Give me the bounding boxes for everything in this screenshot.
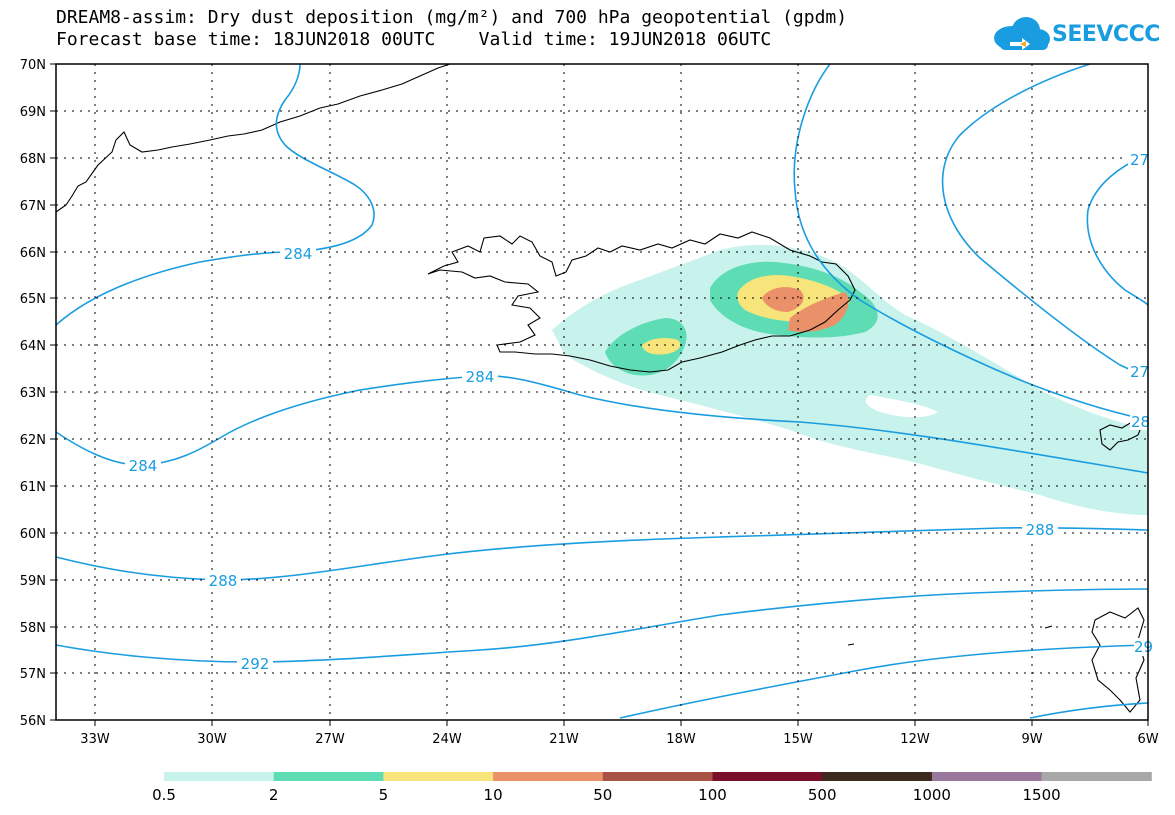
contour-label: 288	[1026, 521, 1055, 539]
lon-tick-label: 12W	[900, 732, 930, 747]
contour-label: 284	[129, 457, 158, 475]
dust-class-5-west	[642, 337, 681, 355]
contour-label: 29	[1134, 638, 1153, 656]
legend-labels: 0.5 2 5 10 50 100 500 1000 1500	[152, 786, 1061, 804]
graticule	[56, 64, 1148, 720]
latitude-labels: 70N 69N 68N 67N 66N 65N 64N 63N 62N 61N …	[20, 58, 46, 729]
longitude-labels: 33W 30W 27W 24W 21W 18W 15W 12W 9W 6W	[80, 732, 1158, 747]
lon-tick-label: 21W	[549, 732, 579, 747]
lat-tick-label: 61N	[20, 480, 46, 495]
lon-tick-label: 27W	[315, 732, 345, 747]
lat-tick-label: 68N	[20, 152, 46, 167]
legend-swatch	[383, 772, 494, 781]
lat-tick-label: 56N	[20, 714, 46, 729]
legend-swatch	[822, 772, 933, 781]
lon-tick-label: 33W	[80, 732, 110, 747]
lat-tick-label: 66N	[20, 246, 46, 261]
lat-tick-label: 58N	[20, 621, 46, 636]
lat-tick-label: 60N	[20, 527, 46, 542]
lon-tick-label: 30W	[197, 732, 227, 747]
legend-swatch	[931, 772, 1043, 781]
legend-label: 500	[808, 786, 837, 804]
legend-label: 10	[484, 786, 503, 804]
legend-label: 1500	[1023, 786, 1061, 804]
lon-tick-label: 6W	[1137, 732, 1158, 747]
logo-text: SEEVCCC	[1052, 22, 1160, 47]
legend-label: 100	[698, 786, 727, 804]
legend-label: 5	[379, 786, 389, 804]
lat-tick-label: 59N	[20, 574, 46, 589]
legend-colorbar	[164, 772, 1152, 781]
scotland-islands	[847, 421, 1145, 713]
lat-tick-label: 62N	[20, 433, 46, 448]
legend-label: 2	[269, 786, 279, 804]
lat-tick-label: 70N	[20, 58, 46, 73]
legend-swatch	[1041, 772, 1152, 781]
tick-marks	[50, 63, 1149, 726]
lat-tick-label: 69N	[20, 105, 46, 120]
contour-label: 284	[284, 245, 313, 263]
contour-label: 27	[1130, 151, 1149, 169]
contour-labels: 284 284 284 288 288 292 27 27 28 29	[125, 150, 1153, 673]
legend-label: 1000	[913, 786, 951, 804]
contour-27-outer	[941, 63, 1149, 378]
lon-tick-label: 24W	[432, 732, 462, 747]
legend-swatch	[602, 772, 713, 781]
dust-class-10-south	[788, 292, 849, 333]
seevccc-logo: SEEVCCC	[990, 12, 1160, 56]
legend-swatch	[164, 772, 275, 781]
greenland-coast	[55, 63, 451, 213]
lat-tick-label: 67N	[20, 199, 46, 214]
legend-swatch	[493, 772, 604, 781]
contour-label: 28	[1131, 413, 1150, 431]
contour-292	[55, 588, 1149, 663]
lon-tick-label: 9W	[1021, 732, 1042, 747]
legend-label: 0.5	[152, 786, 176, 804]
map-subtitle-times: Forecast base time: 18JUN2018 00UTC Vali…	[56, 29, 772, 50]
contour-east-lobe	[793, 63, 1149, 421]
lon-tick-label: 18W	[666, 732, 696, 747]
iceland-coast	[427, 231, 856, 373]
legend-swatch	[273, 772, 384, 781]
dust-class-10-east	[762, 287, 804, 312]
contour-label: 284	[466, 368, 495, 386]
contour-label: 292	[241, 655, 270, 673]
cloud-logo-icon	[994, 17, 1050, 50]
map-title: DREAM8-assim: Dry dust deposition (mg/m²…	[56, 7, 848, 28]
dust-gap	[865, 395, 938, 418]
lon-tick-label: 15W	[783, 732, 813, 747]
contour-label: 288	[209, 572, 238, 590]
contour-far-south	[1029, 702, 1149, 719]
contour-label: 27	[1130, 363, 1149, 381]
coastlines	[55, 63, 1145, 713]
lat-tick-label: 64N	[20, 339, 46, 354]
contour-27-inner	[1086, 154, 1149, 306]
contour-south-edge	[619, 644, 1149, 719]
lat-tick-label: 57N	[20, 667, 46, 682]
lat-tick-label: 63N	[20, 386, 46, 401]
contour-284-north	[55, 63, 375, 326]
lat-tick-label: 65N	[20, 292, 46, 307]
legend-label: 50	[593, 786, 612, 804]
legend-swatch	[712, 772, 823, 781]
dust-deposition-field	[552, 244, 1148, 515]
